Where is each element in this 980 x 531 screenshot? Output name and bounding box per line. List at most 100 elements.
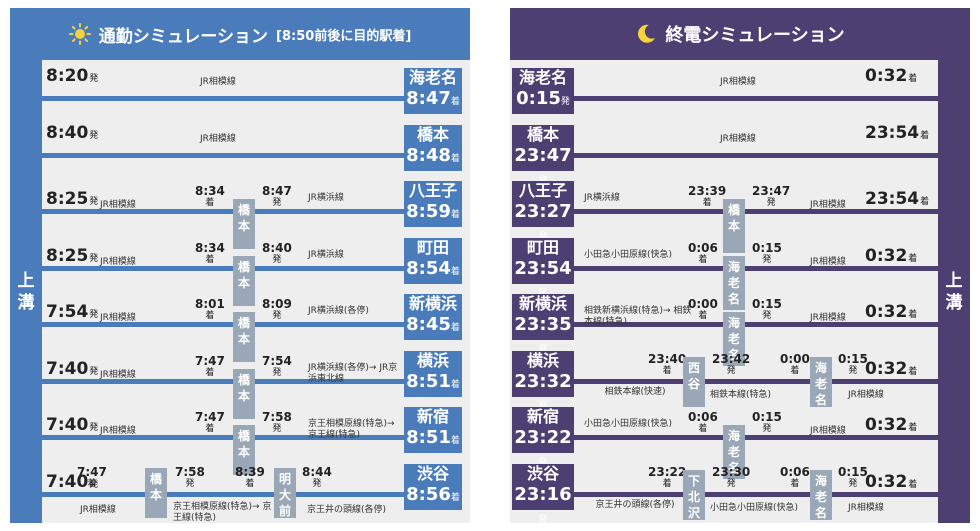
line-name: JR相模線	[80, 504, 116, 515]
transfer-arrival: 0:06 着	[688, 240, 718, 265]
route-row: 8:25発 JR相模線 8:34 着橋本 8:47 発 JR横浜線 八王子 8:59着	[10, 177, 470, 249]
transfer-station: 海老名	[723, 425, 745, 479]
departure-time: 23:54発	[514, 257, 572, 299]
route-line	[42, 378, 404, 384]
line-name: JR横浜線(各停)→ JR京浜東北線	[308, 362, 398, 384]
destination-name: 海老名	[408, 68, 457, 87]
route-row: 海老名 0:15発 0:32着 JR相模線	[510, 64, 970, 121]
route-line	[570, 322, 938, 327]
line-name: JR相模線	[848, 502, 884, 513]
line-name: 相鉄本線(快速)	[604, 386, 666, 397]
origin-bar	[10, 60, 42, 523]
route-line	[42, 96, 404, 101]
origin-name: 新宿	[526, 407, 559, 426]
route-row: 7:40発 JR相模線 7:47 着橋本 7:58 発京王相模原線(特急)→ 京王線(特急…	[10, 403, 470, 475]
route-line	[42, 209, 404, 214]
destination-name: 新宿	[416, 407, 449, 426]
line-name: JR相模線	[100, 313, 136, 323]
line-name: 小田急小田原線(快急)	[710, 502, 799, 513]
route-row: 8:40発 JR相模線 橋本 8:48着	[10, 121, 470, 178]
departure-time: 7:40発	[46, 358, 99, 379]
origin-name: 横浜	[526, 350, 559, 370]
transfer-departure: 8:09 発	[262, 297, 292, 321]
route-row: 7:54発 JR相模線 8:01 着橋本 8:09 発 JR横浜線(各停) 新横浜 8:45着	[10, 290, 470, 362]
arrival-time: 0:32着	[865, 358, 918, 379]
route-line	[42, 322, 404, 327]
line-name: JR相模線	[100, 256, 136, 267]
line-name: JR相模線	[848, 389, 884, 400]
route-line	[570, 265, 938, 271]
arrival-time: 8:48着	[406, 144, 460, 166]
line-name: 京王井の頭線(各停)	[595, 499, 675, 510]
transfer-station: 明大前	[274, 467, 296, 518]
route-row: 8:25発 JR相模線 8:34 着橋本 8:40 発 JR横浜線 町田 8:54着	[10, 234, 470, 306]
transfer-station: 橋本	[233, 255, 255, 306]
departure-time: 7:54発	[46, 302, 99, 322]
line-name: JR相模線	[200, 77, 236, 87]
departure-time: 0:15発	[516, 88, 570, 109]
moon-icon	[638, 24, 656, 43]
transfer-arrival: 0:00 着	[780, 351, 810, 376]
departure-time: 8:40発	[46, 122, 99, 143]
destination-name: 新横浜	[408, 294, 457, 313]
destination-box: 渋谷 8:56着	[404, 463, 462, 510]
destination-box: 海老名 8:47着	[404, 68, 462, 114]
line-name: 相鉄本線(特急)	[710, 389, 772, 400]
arrival-time: 8:54着	[406, 257, 460, 279]
origin-name: 新横浜	[518, 294, 567, 313]
transfer-station: 海老名	[810, 469, 832, 520]
commute-panel: 通勤シミュレーション [8:50前後に目的駅着] 上溝 8:20発 JR相模線 海老名…	[10, 8, 470, 523]
arrival-time: 8:51着	[406, 370, 460, 392]
transfer-arrival: 7:47 着	[77, 464, 107, 489]
line-name: 相鉄新横浜線(特急)→ 相鉄本線(特急)	[584, 306, 692, 327]
transfer-station: 橋本	[233, 425, 255, 475]
commute-header: 通勤シミュレーション [8:50前後に目的駅着]	[10, 8, 470, 60]
route-line	[570, 435, 938, 440]
route-line	[42, 265, 404, 271]
line-name: 京王相模原線(特急)→ 京王線(特急)	[308, 419, 395, 440]
transfer-arrival: 0:06 着	[780, 464, 810, 489]
transfer-station: 西谷	[683, 356, 705, 407]
departure-time: 23:32発	[514, 370, 572, 412]
line-name: JR相模線	[720, 77, 756, 87]
departure-time: 23:16発	[514, 483, 572, 525]
route-line	[42, 491, 404, 497]
transfer-station: 下北沢	[683, 469, 705, 520]
transfer-departure: 0:15 発	[752, 297, 782, 321]
transfer-departure: 23:30 発	[712, 464, 751, 489]
destination-name: 町田	[416, 237, 449, 257]
route-line	[42, 435, 404, 440]
transfer-departure: 23:42 発	[712, 351, 751, 376]
transfer-departure: 0:15 発	[752, 240, 782, 265]
line-name: JR相模線	[810, 426, 846, 436]
transfer-departure: 0:15 発	[752, 410, 782, 434]
transfer-station: 海老名	[810, 356, 832, 407]
transfer-departure: 7:58 発	[262, 410, 292, 434]
origin-label: 上溝	[17, 271, 35, 313]
arrival-time: 0:32着	[865, 471, 918, 492]
last-train-diagram: 上溝海老名0:15発0:32着JR相模線橋本23:47発23:54着JR相模線八…	[510, 60, 970, 525]
last-train-title: 終電シミュレーション	[665, 25, 845, 46]
transfer-station: 橋本	[233, 368, 255, 419]
route-row: 7:40発 JR相模線 7:47 着橋本 7:54 発 JR横浜線(各停)→ JR京浜東北線…	[10, 347, 470, 419]
route-line	[570, 378, 938, 384]
departure-time: 7:40発	[46, 471, 99, 492]
departure-time: 23:35発	[514, 314, 572, 355]
arrival-time: 0:32着	[865, 415, 918, 435]
arrival-time: 0:32着	[865, 302, 918, 322]
line-name: JR相模線	[100, 426, 136, 436]
transfer-station: 海老名	[723, 312, 745, 366]
departure-time: 8:25発	[46, 245, 99, 266]
destination-box: 八王子 8:59着	[404, 181, 462, 227]
transfer-arrival: 23:39 着	[688, 184, 727, 208]
transfer-arrival: 8:01 着	[195, 297, 225, 321]
destination-name: 八王子	[408, 181, 457, 200]
